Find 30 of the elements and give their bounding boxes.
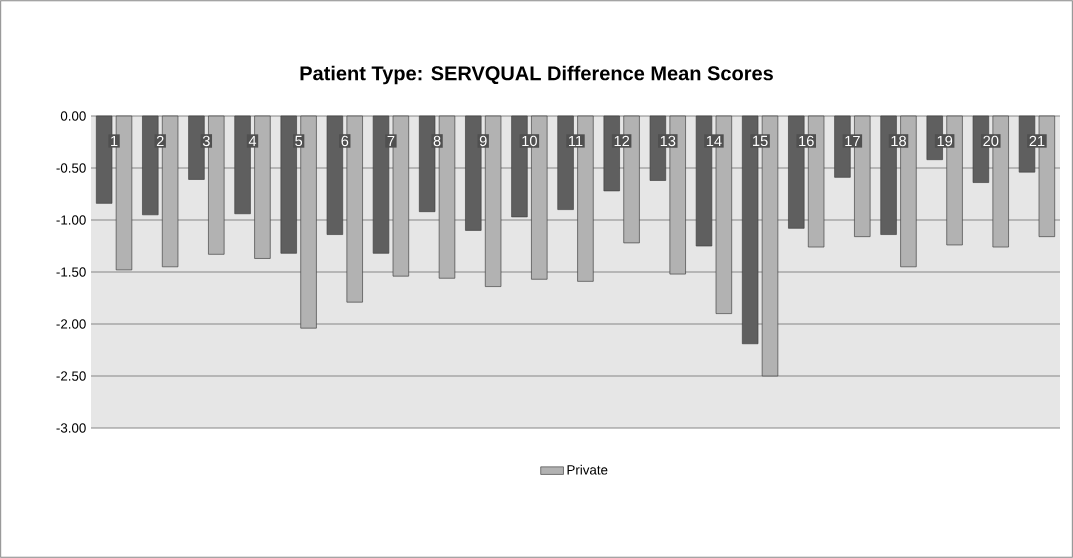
x-tick-label: 18	[891, 135, 907, 147]
chart-title: Patient Type: SERVQUAL Difference Mean Scores	[300, 65, 773, 85]
x-tick-label: 5	[295, 135, 303, 147]
x-tick-label: 2	[156, 135, 164, 147]
x-tick-label: 4	[248, 135, 257, 147]
x-tick-label: 20	[983, 135, 999, 147]
x-tick-label: 11	[569, 135, 583, 147]
x-tick-label: 10	[522, 135, 537, 147]
x-tick-label: 16	[799, 135, 814, 147]
y-tick-label: -3.00	[56, 423, 86, 433]
x-tick-label: 21	[1029, 135, 1045, 147]
x-tick-label: 14	[706, 135, 722, 147]
y-tick-label: -2.00	[56, 319, 86, 329]
x-tick-label: 3	[202, 135, 210, 147]
x-tick-label: 7	[387, 135, 395, 147]
x-tick-label: 6	[341, 135, 349, 147]
legend-label: Private	[567, 464, 608, 475]
x-tick-label: 9	[479, 135, 487, 147]
y-tick-label: -2.50	[56, 371, 86, 381]
x-tick-label: 19	[937, 135, 953, 147]
y-tick-label: -0.50	[56, 163, 86, 173]
y-tick-label: -1.00	[56, 215, 86, 225]
y-tick-label: 0.00	[60, 111, 86, 121]
x-tick-label: 13	[660, 135, 676, 147]
y-tick-label: -1.50	[56, 267, 86, 277]
x-tick-label: 12	[614, 135, 630, 147]
x-tick-label: 8	[433, 135, 441, 147]
x-tick-label: 1	[111, 135, 118, 147]
x-tick-label: 15	[753, 135, 768, 147]
x-tick-label: 17	[845, 135, 860, 147]
